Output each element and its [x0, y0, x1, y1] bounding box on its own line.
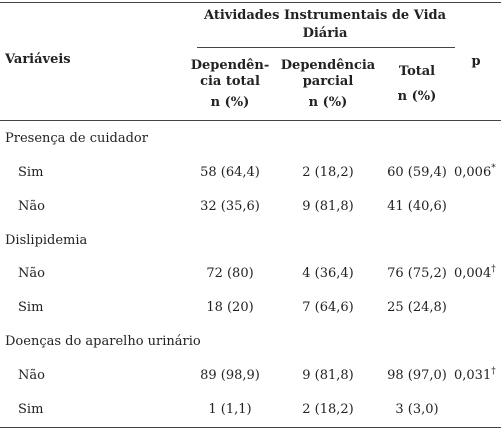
column-header: Dependência [280, 58, 376, 73]
p-value: 0,031† [454, 366, 496, 383]
group-label: Dislipidemia [5, 232, 88, 248]
group-label: Presença de cuidador [5, 131, 148, 146]
column-unit: n (%) [397, 89, 437, 104]
row-label: Sim [18, 401, 44, 417]
column-header: Dependên- [190, 58, 270, 73]
p-header: p [471, 54, 481, 69]
column-unit: n (%) [210, 95, 250, 110]
group-label: Doenças do aparelho urinário [5, 334, 201, 349]
group-header: Diária [302, 26, 348, 41]
row-label: Não [18, 198, 45, 214]
column-header: Total [398, 64, 436, 79]
p-mark: † [491, 264, 496, 275]
header-rule [0, 120, 501, 121]
cell: 1 (1,1) [208, 401, 252, 417]
cell: 7 (64,6) [302, 300, 354, 315]
row-label: Sim [18, 164, 44, 180]
p-mark: * [491, 163, 496, 174]
cell: 98 (97,0) [387, 367, 447, 383]
cell: 58 (64,4) [200, 164, 260, 180]
cell: 41 (40,6) [387, 198, 447, 214]
row-label: Sim [18, 300, 44, 315]
cell: 3 (3,0) [395, 401, 439, 417]
cell: 2 (18,2) [302, 401, 354, 417]
cell: 76 (75,2) [387, 266, 447, 281]
row-label: Não [18, 266, 45, 281]
cell: 9 (81,8) [302, 367, 354, 383]
variables-header: Variáveis [5, 52, 71, 67]
column-header: parcial [302, 74, 354, 89]
bottom-rule [0, 427, 501, 428]
top-rule [0, 2, 501, 3]
row-label: Não [18, 367, 45, 383]
cell: 25 (24,8) [387, 300, 447, 315]
p-mark: † [491, 366, 496, 377]
p-value: 0,006* [454, 163, 496, 180]
cell: 2 (18,2) [302, 164, 354, 180]
cell: 4 (36,4) [302, 266, 354, 281]
cell: 72 (80) [206, 266, 254, 281]
group-header: Atividades Instrumentais de Vida [203, 8, 447, 23]
cell: 18 (20) [206, 300, 254, 315]
p-value: 0,004† [454, 264, 496, 281]
column-unit: n (%) [308, 95, 348, 110]
cell: 9 (81,8) [302, 198, 354, 214]
cell: 32 (35,6) [200, 198, 260, 214]
cell: 60 (59,4) [387, 164, 447, 180]
cell: 89 (98,9) [200, 367, 260, 383]
column-header: cia total [200, 74, 260, 89]
group-rule [197, 47, 455, 48]
